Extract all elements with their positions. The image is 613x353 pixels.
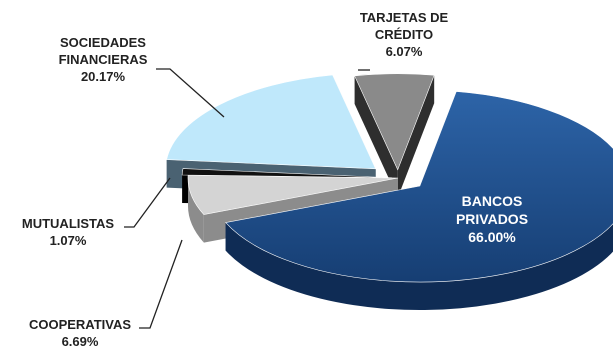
slice-wall-tarjetas-de-credito-0 [354, 75, 398, 198]
slice-name-line: CRÉDITO [375, 27, 433, 42]
slice-value-label: 66.00% [468, 229, 516, 245]
slice-wall-tarjetas-de-credito-1 [397, 75, 435, 198]
leader-line-mutualistas [124, 177, 171, 228]
pie-slice-tops [166, 73, 613, 283]
slice-label-cooperativas: COOPERATIVAS 6.69% [29, 317, 131, 349]
slice-label-tarjetas-de-credito: TARJETAS DE CRÉDITO 6.07% [360, 10, 449, 59]
slice-value-label: 1.07% [50, 233, 87, 248]
slice-label-mutualistas: MUTUALISTAS 1.07% [22, 216, 115, 248]
slice-mutualistas [181, 168, 393, 179]
slice-tarjetas-de-credito [354, 73, 435, 171]
slice-name-line: TARJETAS DE [360, 10, 449, 25]
slice-value-label: 20.17% [81, 69, 126, 84]
slice-name-line: MUTUALISTAS [22, 216, 115, 231]
slice-name-line: PRIVADOS [456, 211, 528, 227]
slice-label-bancos-privados: BANCOS PRIVADOS 66.00% [456, 193, 528, 245]
slice-value-label: 6.69% [62, 334, 99, 349]
leader-lines [124, 68, 370, 329]
leader-line-sociedades-financieras [156, 68, 225, 118]
slice-outer-wall-bancos-privados-0 [225, 222, 613, 310]
slice-name-line: FINANCIERAS [59, 52, 148, 67]
slice-side-tarjetas-de-credito [354, 75, 435, 198]
slice-name-line: SOCIEDADES [60, 35, 146, 50]
slice-bancos-privados [225, 91, 613, 283]
slice-name-line: COOPERATIVAS [29, 317, 131, 332]
slice-outer-wall-cooperativas-0 [188, 178, 204, 243]
slice-value-label: 6.07% [386, 44, 423, 59]
slice-labels: BANCOS PRIVADOS 66.00% COOPERATIVAS 6.69% MUT… [22, 10, 528, 349]
slice-sociedades-financieras [166, 74, 377, 170]
slice-name-line: BANCOS [462, 193, 523, 209]
slice-label-sociedades-financieras: SOCIEDADES FINANCIERAS 20.17% [59, 35, 148, 84]
leader-line-cooperativas [139, 239, 183, 329]
